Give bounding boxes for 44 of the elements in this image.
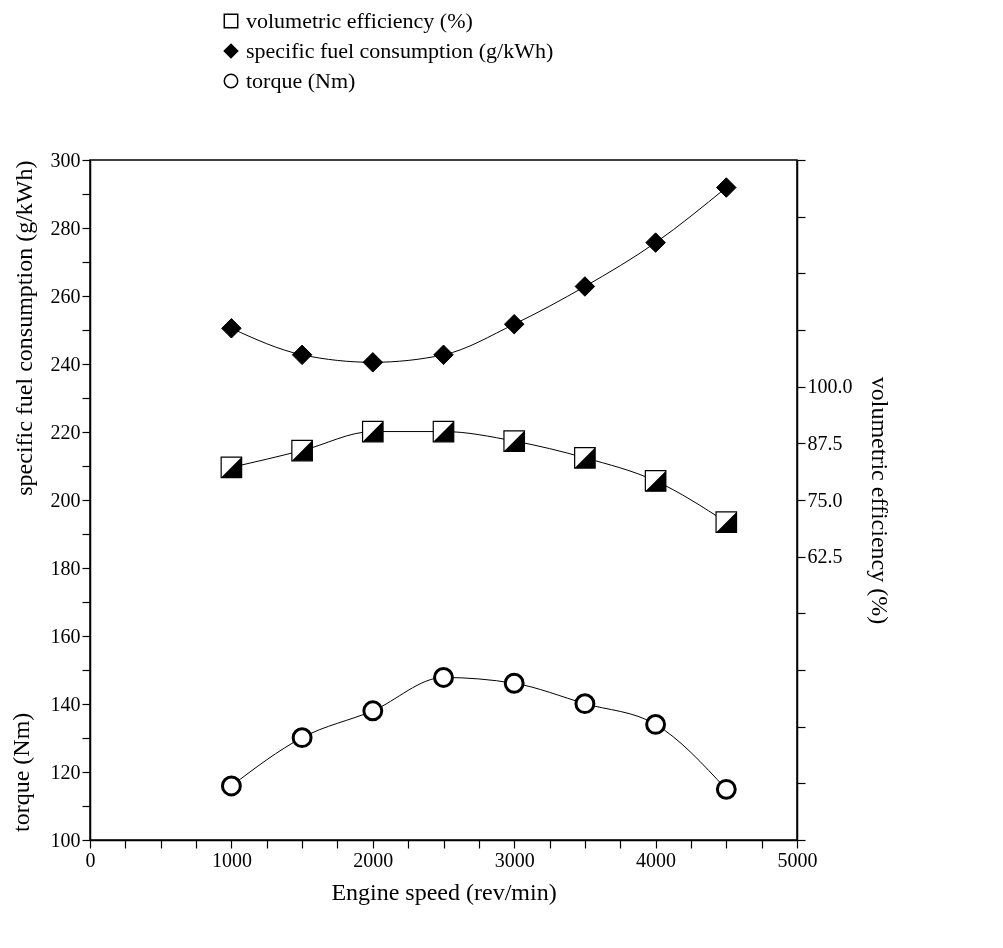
point: [221, 318, 242, 339]
point: [645, 713, 667, 735]
x-tick-label: 4000: [636, 848, 677, 871]
legend-label: volumetric efficiency (%): [246, 8, 473, 33]
y-tick-label: 240: [50, 352, 81, 375]
y-tick-label: 140: [50, 692, 81, 715]
x-tick-label: 2000: [353, 848, 394, 871]
y2-tick-label: 75.0: [807, 488, 843, 511]
point: [716, 177, 737, 198]
point: [645, 232, 666, 253]
x-tick-label: 3000: [494, 848, 535, 871]
y-tick-label: 100: [50, 828, 81, 851]
point: [433, 344, 454, 366]
y2-tick-label: 62.5: [807, 545, 843, 568]
point: [291, 344, 313, 366]
y-axis-title: specific fuel consumption (g/kWh): [10, 160, 37, 496]
x-tick-label: 0: [85, 848, 96, 871]
y2-tick-label: 100.0: [807, 375, 853, 398]
point: [433, 667, 454, 688]
y-tick-label: 260: [50, 284, 81, 307]
point: [220, 775, 242, 797]
y2-axis-title: volumetric efficiency (%): [866, 376, 893, 625]
legend-label: torque (Nm): [246, 68, 356, 93]
point: [362, 352, 384, 373]
y-tick-label: 120: [50, 760, 81, 783]
y-tick-label: 180: [50, 556, 81, 579]
y-tick-label: 200: [50, 488, 81, 511]
y-tick-label: 280: [50, 216, 81, 239]
point: [574, 276, 596, 297]
x-tick-label: 1000: [211, 848, 252, 871]
y-tick-label: 220: [50, 420, 81, 443]
point: [291, 727, 313, 749]
point: [574, 693, 596, 715]
y-tick-label: 160: [50, 624, 81, 647]
text: torque (Nm): [8, 712, 34, 832]
point: [503, 313, 525, 335]
point: [715, 778, 737, 800]
legend-label: specific fuel consumption (g/kWh): [246, 38, 554, 63]
y-tick-label: 300: [50, 148, 81, 171]
point: [503, 672, 525, 694]
x-axis-title: Engine speed (rev/min): [331, 878, 557, 905]
x-tick-label: 5000: [777, 848, 818, 871]
y2-tick-label: 87.5: [807, 431, 843, 454]
point: [362, 700, 384, 722]
